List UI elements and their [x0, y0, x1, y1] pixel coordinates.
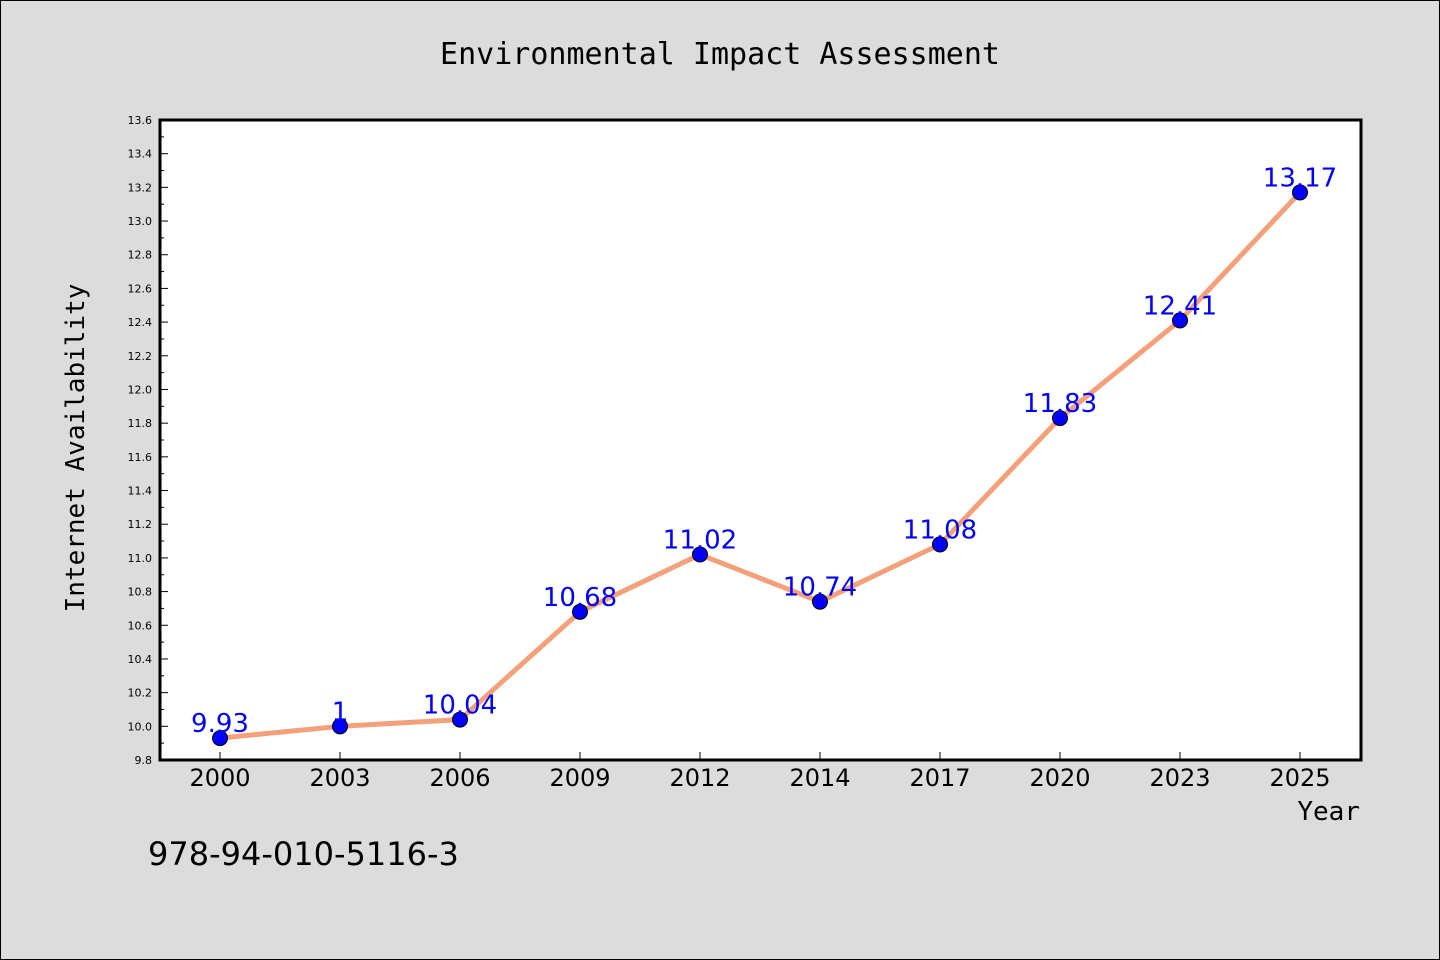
y-tick-label: 11.0 [128, 552, 153, 565]
data-point-marker [1292, 184, 1308, 201]
y-tick-label: 10.4 [128, 653, 153, 666]
x-tick-label: 2017 [909, 764, 970, 792]
chart-title: Environmental Impact Assessment [440, 37, 1000, 72]
y-tick-label: 9.8 [135, 754, 153, 767]
data-label: 11.08 [903, 515, 977, 545]
x-axis: 2000 2003 2006 2009 2012 2014 2017 2020 2023 2025 [189, 752, 1331, 792]
footer-code: 978-94-010-5116-3 [148, 835, 459, 873]
data-point-marker [932, 536, 948, 553]
data-label: 9.93 [191, 709, 249, 739]
series-line [217, 189, 1303, 741]
y-tick-label: 12.0 [128, 383, 153, 396]
x-tick-label: 2014 [789, 764, 850, 792]
x-tick-label: 2023 [1149, 764, 1210, 792]
y-tick-label: 12.6 [128, 282, 153, 295]
data-label: 11.02 [663, 526, 737, 556]
data-label: 12.41 [1143, 291, 1217, 321]
y-axis-label: Internet Availability [61, 284, 91, 613]
y-tick-label: 13.2 [128, 181, 153, 194]
x-tick-label: 2020 [1029, 764, 1090, 792]
x-axis-label: Year [1297, 797, 1360, 827]
y-tick-label: 12.8 [128, 249, 153, 262]
y-axis: 9.8 10.0 10.2 10.4 10.6 10.8 11.0 11.2 11.4 11.6 1… [128, 114, 168, 767]
y-tick-label: 11.6 [128, 451, 153, 464]
x-tick-label: 2025 [1269, 764, 1330, 792]
y-tick-label: 12.4 [128, 316, 153, 329]
y-tick-label: 11.8 [128, 417, 153, 430]
x-tick-label: 2003 [309, 764, 370, 792]
data-point-marker [692, 546, 708, 563]
data-label: 1 [332, 697, 349, 727]
data-labels-group: 9.93 1 10.04 10.68 11.02 10.74 11.08 11.83 12.41… [191, 163, 1337, 739]
y-tick-label: 13.4 [128, 148, 153, 161]
x-tick-label: 2006 [429, 764, 490, 792]
plot-area [158, 118, 1363, 762]
data-point-marker [1052, 410, 1068, 427]
data-label: 10.68 [543, 583, 617, 613]
y-tick-label: 13.0 [128, 215, 153, 228]
y-tick-label: 10.0 [128, 720, 153, 733]
series-line-group [212, 184, 1308, 747]
x-tick-label: 2009 [549, 764, 610, 792]
data-point-marker [1172, 312, 1188, 329]
y-tick-label: 13.6 [128, 114, 153, 127]
y-tick-label: 12.2 [128, 350, 153, 363]
data-label: 11.83 [1023, 389, 1097, 419]
data-point-marker [212, 730, 228, 747]
data-label: 10.04 [423, 691, 497, 721]
y-tick-label: 11.4 [128, 485, 153, 498]
data-label: 13.17 [1263, 163, 1337, 193]
y-tick-label: 10.8 [128, 586, 153, 599]
data-label: 10.74 [783, 573, 857, 603]
y-tick-label: 10.2 [128, 687, 153, 700]
x-tick-label: 2012 [669, 764, 730, 792]
data-point-marker [452, 711, 468, 728]
data-point-marker [332, 718, 348, 735]
data-point-marker [812, 593, 828, 610]
y-tick-label: 11.2 [128, 518, 153, 531]
y-tick-label: 10.6 [128, 619, 153, 632]
data-point-marker [572, 603, 588, 620]
x-tick-label: 2000 [189, 764, 250, 792]
